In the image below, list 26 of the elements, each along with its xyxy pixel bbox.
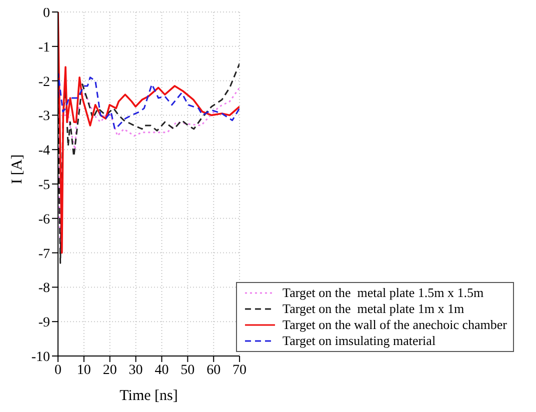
- x-tick-label: 50: [180, 362, 195, 378]
- x-tick-label: 30: [128, 362, 143, 378]
- y-tick-label: -10: [31, 350, 50, 365]
- y-tick-label: -4: [38, 144, 50, 159]
- y-tick-label: -9: [38, 316, 50, 331]
- y-tick-label: -2: [38, 74, 50, 90]
- x-tick-label: 60: [206, 362, 221, 378]
- x-tick-label: 20: [102, 362, 117, 378]
- y-tick-label: 0: [43, 6, 50, 21]
- y-tick-label: -8: [38, 281, 50, 296]
- legend-label: Target on the metal plate 1.5m x 1.5m: [282, 285, 484, 301]
- line-series: [58, 73, 240, 130]
- y-tick-label: -7: [38, 246, 50, 262]
- legend-label: Target on imsulating material: [282, 333, 436, 349]
- y-axis-title: I [A]: [9, 154, 26, 184]
- y-tick-label: -5: [38, 178, 50, 193]
- x-tick-label: 0: [54, 362, 62, 378]
- y-tick-label: -3: [38, 109, 50, 124]
- legend-label: Target on the wall of the anechoic chamber: [282, 317, 507, 333]
- x-axis-title: Time [ns]: [120, 388, 178, 404]
- x-tick-label: 40: [154, 362, 169, 378]
- x-tick-label: 70: [232, 362, 247, 378]
- y-tick-label: -1: [38, 40, 50, 56]
- x-tick-label: 10: [76, 362, 91, 378]
- y-tick-label: -6: [38, 212, 50, 228]
- legend-label: Target on the metal plate 1m x 1m: [282, 301, 464, 317]
